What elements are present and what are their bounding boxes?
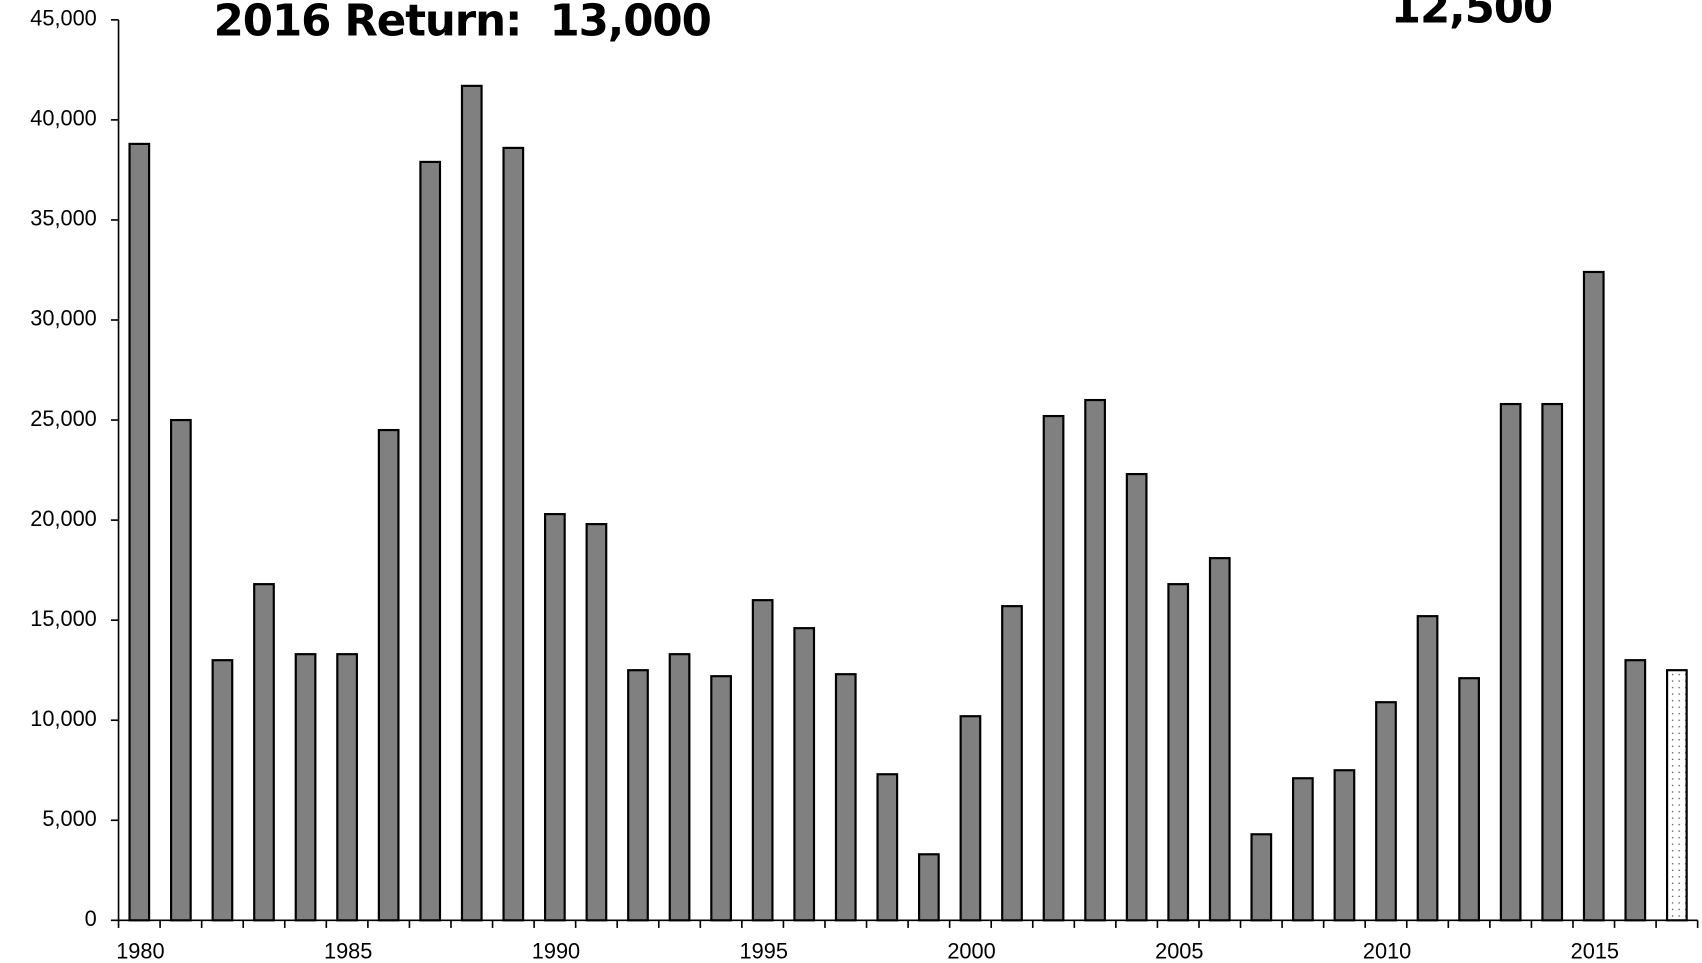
bar [876,773,899,922]
bar [1333,769,1356,922]
bar [1665,669,1688,922]
y-tick-label: 40,000 [30,106,97,131]
y-tick-label: 25,000 [30,406,97,431]
bar [917,853,940,922]
x-tick-label: 2010 [1363,939,1411,963]
bar [377,428,400,922]
x-tick-label: 1985 [324,939,372,963]
bar [169,418,192,922]
bar [668,653,691,922]
bar [1001,605,1023,922]
x-tick-label: 2015 [1571,939,1619,963]
bar [1582,270,1605,922]
bar [460,84,483,922]
bar [1208,557,1231,922]
y-tick-label: 5,000 [42,806,96,831]
bar [1541,402,1564,922]
bar [1458,677,1480,922]
bar [793,627,816,922]
bar [751,599,774,922]
bar [959,715,982,922]
bar [710,675,732,922]
x-tick-label: 2000 [947,939,995,963]
x-tick-label: 2005 [1155,939,1203,963]
bar [294,653,317,922]
bar [1624,659,1647,922]
bar [253,583,275,922]
bar [211,659,234,922]
x-tick-label: 1995 [740,939,788,963]
y-tick-label: 10,000 [30,706,97,731]
bar [1250,833,1273,922]
bar [543,513,566,922]
bar [502,146,525,922]
x-tick-label: 1990 [532,939,580,963]
y-tick-label: 0 [85,906,97,931]
annotation: 12,500 [1391,0,1552,34]
bar [627,669,649,922]
y-tick-label: 30,000 [30,306,97,331]
bar [336,653,358,922]
y-tick-label: 20,000 [30,506,97,531]
x-tick-label: 1980 [116,939,164,963]
y-tick-label: 15,000 [30,606,97,631]
y-tick-label: 45,000 [30,6,97,31]
bar [419,160,442,922]
y-tick-label: 35,000 [30,206,97,231]
bar [1125,472,1148,922]
bar [1167,583,1190,922]
bar [1291,777,1314,922]
bar [585,523,608,922]
bar [834,673,857,922]
bar [1084,398,1106,922]
bar [1416,615,1439,922]
bar [128,142,151,922]
bar [1499,402,1522,922]
bar [1375,701,1397,922]
bar [1042,414,1065,922]
annotation: 2016 Return: 13,000 [214,0,711,47]
